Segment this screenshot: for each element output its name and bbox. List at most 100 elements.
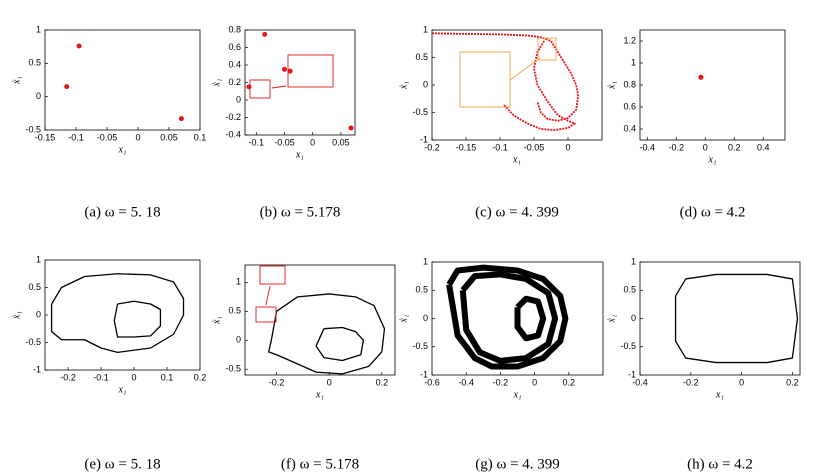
zoom-box xyxy=(249,79,271,99)
curve xyxy=(315,326,365,362)
x-axis-label: x₁ xyxy=(512,154,521,165)
plot-frame xyxy=(44,29,201,131)
curve xyxy=(50,273,185,354)
point xyxy=(698,74,704,80)
zoom-arrow xyxy=(509,57,541,81)
x-tick-label: 0.4 xyxy=(757,142,770,152)
x-axis-label: x₁ xyxy=(315,389,324,400)
plot-frame xyxy=(431,29,603,141)
x-tick-label: 0.2 xyxy=(376,377,389,387)
y-tick-label: -0.4 xyxy=(225,129,241,139)
point xyxy=(246,84,252,90)
plot-frame xyxy=(244,264,396,376)
zoom-box xyxy=(537,37,557,61)
y-tick-label: 0.5 xyxy=(28,58,41,68)
zoom-box xyxy=(287,54,334,88)
y-tick-label: -0.2 xyxy=(225,112,241,122)
y-tick-label: 1 xyxy=(236,277,241,287)
x-tick-label: 0.05 xyxy=(160,132,178,142)
x-tick-label: -0.4 xyxy=(639,142,655,152)
x-tick-label: -0.2 xyxy=(269,377,285,387)
y-axis-label: ẋ₁ xyxy=(211,316,222,325)
y-tick-label: 0.4 xyxy=(623,123,636,133)
x-tick-label: 0.2 xyxy=(194,372,207,382)
y-axis-label: ẋ₁ xyxy=(11,311,22,320)
x-axis-label: x₁ xyxy=(118,144,127,155)
y-tick-label: 0 xyxy=(236,94,241,104)
y-tick-label: 0.5 xyxy=(228,306,241,316)
caption: (g) ω = 4. 399 xyxy=(475,456,560,472)
zoom-arrow xyxy=(271,85,287,89)
x-tick-label: 0.2 xyxy=(786,377,799,387)
y-tick-label: -0.5 xyxy=(412,107,428,117)
y-tick-label: 0.5 xyxy=(415,52,428,62)
y-tick-label: 0.5 xyxy=(623,285,636,295)
point xyxy=(348,125,354,131)
x-axis-label: x₁ xyxy=(715,389,724,400)
x-tick-label: 0 xyxy=(703,142,708,152)
x-axis-label: x₁ xyxy=(708,154,717,165)
x-tick-label: -0.2 xyxy=(493,377,509,387)
caption: (e) ω = 5. 18 xyxy=(84,456,160,472)
y-tick-label: 0 xyxy=(423,79,428,89)
x-tick-label: 0.05 xyxy=(332,137,350,147)
y-tick-label: 0.8 xyxy=(623,79,636,89)
y-tick-label: 1 xyxy=(36,254,41,264)
y-axis-label: ẋ₁ xyxy=(11,76,22,85)
y-tick-label: 1 xyxy=(423,24,428,34)
x-tick-label: -0.6 xyxy=(424,377,440,387)
y-tick-label: 0 xyxy=(631,313,636,323)
caption: (d) ω = 4.2 xyxy=(680,204,746,220)
y-axis-label: ẋ₁ xyxy=(211,79,222,88)
x-tick-label: -0.1 xyxy=(492,142,508,152)
y-tick-label: 0.6 xyxy=(228,42,241,52)
x-tick-label: 0 xyxy=(310,137,315,147)
y-tick-label: 0 xyxy=(423,313,428,323)
x-axis-label: x₁ xyxy=(295,149,304,160)
x-tick-label: -0.1 xyxy=(249,137,265,147)
y-axis-label: ẋ₁ xyxy=(606,315,617,324)
x-tick-label: -0.1 xyxy=(68,132,84,142)
y-tick-label: -0.5 xyxy=(25,124,41,134)
x-tick-label: 0 xyxy=(132,372,137,382)
zoom-arrow xyxy=(265,285,271,306)
plot-frame xyxy=(639,29,786,141)
plot-frame xyxy=(244,29,356,136)
x-tick-label: -0.15 xyxy=(35,132,56,142)
curve xyxy=(459,271,559,364)
x-axis-label: x₁ xyxy=(118,384,127,395)
y-tick-label: -1 xyxy=(33,364,41,374)
caption: (c) ω = 4. 399 xyxy=(475,204,559,220)
y-axis-label: ẋ₁ xyxy=(606,81,617,90)
x-tick-label: 0 xyxy=(739,377,744,387)
y-tick-label: 0.4 xyxy=(228,59,241,69)
y-tick-label: -0.5 xyxy=(25,337,41,347)
x-tick-label: 0 xyxy=(565,142,570,152)
y-tick-label: -1 xyxy=(628,369,636,379)
y-tick-label: 1 xyxy=(631,256,636,266)
x-tick-label: 0 xyxy=(532,377,537,387)
x-tick-label: 0.1 xyxy=(194,132,207,142)
zoom-box xyxy=(459,51,511,108)
point xyxy=(178,116,184,122)
zoom-box xyxy=(255,306,277,323)
y-tick-label: -1 xyxy=(420,134,428,144)
point xyxy=(287,68,293,74)
x-tick-label: 0 xyxy=(327,377,332,387)
y-tick-label: 1 xyxy=(36,24,41,34)
x-tick-label: 0.1 xyxy=(161,372,174,382)
caption: (h) ω = 4.2 xyxy=(687,456,753,472)
x-tick-label: -0.2 xyxy=(668,142,684,152)
plot-frame xyxy=(44,259,201,371)
caption: (a) ω = 5. 18 xyxy=(84,204,160,220)
point xyxy=(262,31,268,37)
x-tick-label: -0.05 xyxy=(274,137,295,147)
y-tick-label: 1.2 xyxy=(623,35,636,45)
curve xyxy=(446,264,569,370)
zoom-box xyxy=(259,265,286,285)
y-tick-label: 0.6 xyxy=(623,101,636,111)
x-tick-label: 0.2 xyxy=(563,377,576,387)
x-tick-label: -0.05 xyxy=(97,132,118,142)
point xyxy=(281,66,287,72)
